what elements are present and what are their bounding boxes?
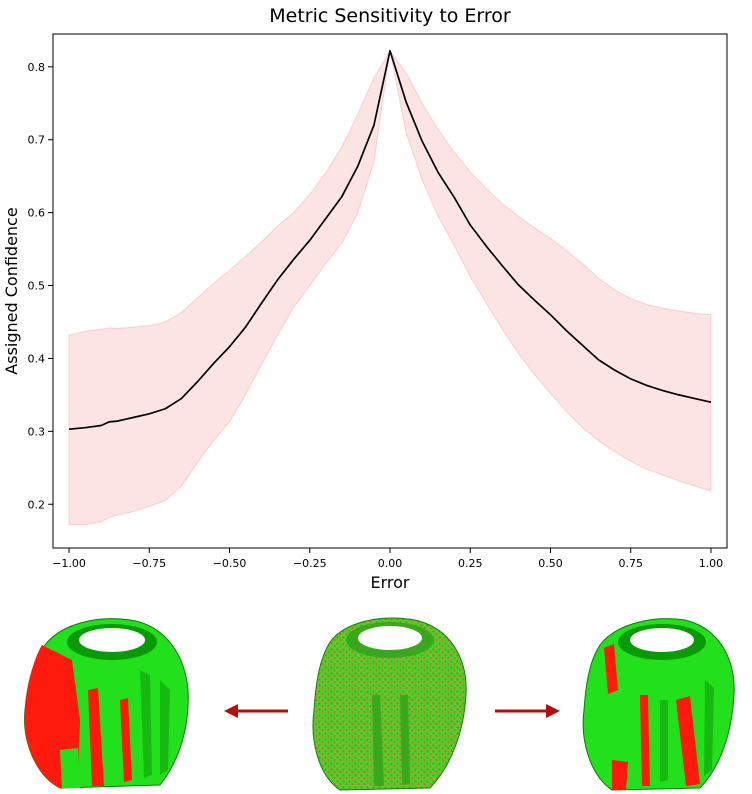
x-tick-label: 0.75: [618, 557, 643, 570]
arrow-right: [495, 704, 560, 718]
x-axis-label: Error: [371, 573, 410, 592]
mean-confidence-line: [68, 49, 712, 431]
x-tick-label: 0.25: [458, 557, 483, 570]
negative-error-mesh: [24, 618, 189, 789]
chart-title: Metric Sensitivity to Error: [269, 5, 511, 27]
y-tick-label: 0.8: [28, 61, 46, 74]
y-tick-label: 0.6: [28, 207, 46, 220]
y-axis-label: Assigned Confidence: [2, 207, 21, 374]
x-tick-label: 1.00: [699, 557, 724, 570]
x-tick-label: −1.00: [52, 557, 86, 570]
arrow-left: [224, 704, 288, 718]
y-axis: 0.2 0.3 0.4 0.5 0.6 0.7 0.8: [28, 61, 53, 511]
y-tick-label: 0.7: [28, 134, 46, 147]
x-tick-label: −0.25: [293, 557, 327, 570]
y-tick-label: 0.2: [28, 498, 46, 511]
mesh-renders: [24, 617, 735, 791]
y-tick-label: 0.3: [28, 425, 46, 438]
y-tick-label: 0.4: [28, 352, 46, 365]
x-tick-label: −0.50: [213, 557, 247, 570]
noise-mesh: [312, 617, 467, 791]
positive-error-mesh: [582, 618, 735, 791]
confidence-chart: Metric Sensitivity to Error −1.00 −0.75 −0…: [2, 5, 728, 592]
x-tick-label: 0.00: [378, 557, 403, 570]
x-tick-label: −0.75: [132, 557, 166, 570]
plot-area: [68, 49, 712, 526]
x-tick-label: 0.50: [538, 557, 563, 570]
confidence-band: [68, 49, 712, 526]
x-axis: −1.00 −0.75 −0.50 −0.25 0.00 0.25 0.50 0.75 1.00: [52, 548, 723, 570]
y-tick-label: 0.5: [28, 280, 46, 293]
